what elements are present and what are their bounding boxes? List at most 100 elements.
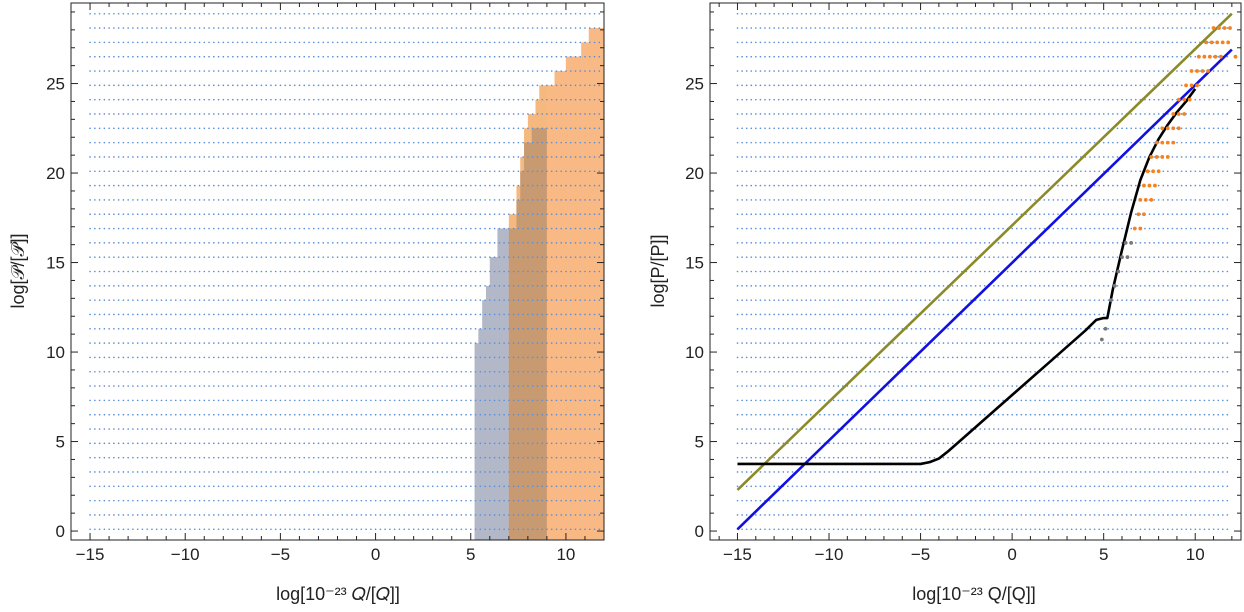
x-tick-label: −5 [911,545,930,564]
series-point [1176,97,1181,102]
series-point [1123,240,1128,245]
series-point [1215,40,1220,45]
y-tick-label: 10 [46,343,65,362]
series-point [1200,69,1205,73]
series-point [1136,212,1141,217]
series-point [1165,155,1170,159]
series-point [1222,26,1227,30]
y-tick-label: 10 [685,343,704,362]
y-tick-label: 0 [695,522,704,541]
series-point [1204,40,1209,45]
series-point [1099,337,1104,342]
series-point [1176,126,1181,131]
series-point [1149,198,1154,202]
x-tick-label: 0 [371,545,380,564]
series-point [1171,112,1176,116]
series-point [1195,69,1199,73]
series-point [1171,126,1176,131]
series-point [1138,198,1143,202]
left-blue-point-grid [89,12,605,531]
left-tick-labels: −15 −10 −5 0 5 10 0 5 10 15 20 25 [46,75,575,564]
series-point [1184,83,1188,88]
series-point [1142,183,1146,188]
series-point [1147,183,1152,188]
series-point [1116,269,1121,274]
series-point [1154,155,1159,159]
right-y-axis-label: log[P/[P]] [648,234,668,307]
series-point [1129,240,1134,245]
series-point [1213,54,1218,59]
series-point [1142,212,1146,217]
x-tick-label: 5 [466,545,475,564]
x-tick-label: −10 [815,545,844,564]
left-x-axis-label: log[10⁻²³ 𝑄/[𝑄]] [276,584,400,604]
series-point [1187,97,1192,102]
series-point [1165,126,1170,131]
series-point [1228,26,1232,30]
y-tick-label: 5 [56,433,65,452]
series-point [1145,169,1150,174]
series-point [1160,155,1165,159]
series-point [1154,140,1159,145]
series-point [1151,169,1156,174]
series-point [1226,40,1231,45]
series-point [1220,40,1225,45]
series-point [1132,226,1137,231]
series-point [1209,40,1214,45]
series-point [1165,140,1170,145]
series-point [1217,26,1221,30]
series-point [1112,283,1117,288]
series-point [1153,183,1157,188]
y-tick-label: 20 [685,164,704,183]
x-tick-label: 5 [1099,545,1108,564]
series-point [1120,255,1124,260]
series-point [1233,54,1238,59]
series-point [1156,169,1161,174]
series-point [1138,226,1143,231]
right-x-axis-label: log[10⁻²³ Q/[Q]] [912,584,1036,604]
series-point [1218,54,1223,59]
series-point [1171,140,1176,145]
series-point [1189,69,1194,73]
series-point [1202,54,1207,59]
series-point [1125,255,1130,260]
series-point [1182,97,1187,102]
y-tick-label: 25 [46,75,65,94]
y-tick-label: 15 [46,254,65,273]
series-point [1206,69,1210,73]
y-tick-label: 15 [685,254,704,273]
left-shaded-regions [474,28,604,540]
y-tick-label: 0 [56,522,65,541]
y-tick-label: 25 [685,75,704,94]
shaded-region-5 [546,28,604,540]
right-blue-point-grid [736,12,1233,531]
series-point [1103,326,1108,331]
y-tick-label: 5 [695,433,704,452]
series-point [1195,83,1199,88]
left-axis-ticks [70,3,605,540]
right-tick-labels: −15 −10 −5 0 5 10 0 5 10 15 20 25 [685,75,1205,564]
x-tick-label: 10 [556,545,575,564]
series-point [1109,298,1113,303]
series-line-1 [736,12,1233,491]
series-point [1143,198,1148,202]
right-axis-ticks [710,3,1241,540]
x-tick-label: −5 [271,545,290,564]
left-y-axis-label: log[𝒫/[𝒫]] [8,234,28,309]
series-point [1176,112,1181,116]
y-tick-label: 20 [46,164,65,183]
series-line-3 [737,88,1197,466]
series-point [1149,155,1154,159]
x-tick-label: −10 [171,545,200,564]
x-tick-label: −15 [723,545,752,564]
series-point [1182,112,1187,116]
series-point [1207,54,1212,59]
series-point [1160,140,1165,145]
series-line-2 [736,48,1233,531]
x-tick-label: −15 [76,545,105,564]
x-tick-label: 10 [1186,545,1205,564]
series-point [1189,83,1194,88]
series-point [1196,54,1201,59]
